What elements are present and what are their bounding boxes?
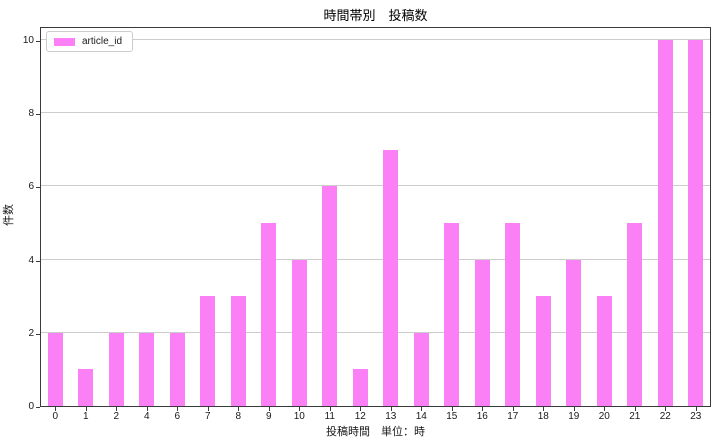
x-tick-mark-7 <box>207 407 209 411</box>
legend-swatch-icon <box>54 37 75 46</box>
y-tick-label-6: 6 <box>28 181 34 193</box>
x-tick-label-7: 7 <box>204 411 211 422</box>
x-tick-label-11: 11 <box>324 411 335 422</box>
legend-label: article_id <box>82 36 123 47</box>
y-tick-mark-0 <box>36 407 40 408</box>
gridline-y6 <box>41 185 710 187</box>
bar-hour-2 <box>108 332 124 406</box>
x-tick-label-10: 10 <box>293 411 305 422</box>
x-tick-label-20: 20 <box>598 411 610 422</box>
x-tick-label-13: 13 <box>385 411 397 422</box>
y-tick-mark-6 <box>36 187 40 189</box>
x-tick-mark-20 <box>604 407 606 411</box>
bar-hour-13 <box>383 149 399 406</box>
legend: article_id <box>46 31 134 52</box>
x-tick-mark-9 <box>268 407 270 411</box>
bar-hour-0 <box>47 332 63 406</box>
bar-hour-22 <box>657 40 673 406</box>
bar-hour-10 <box>291 259 307 406</box>
x-tick-label-21: 21 <box>629 411 641 422</box>
x-tick-label-19: 19 <box>568 411 580 422</box>
x-tick-label-14: 14 <box>415 411 427 422</box>
x-tick-mark-1 <box>85 407 87 411</box>
y-tick-mark-4 <box>36 260 40 262</box>
x-tick-mark-2 <box>116 407 118 411</box>
bar-hour-1 <box>78 369 94 406</box>
x-tick-label-0: 0 <box>52 411 59 422</box>
gridline-y4 <box>41 258 710 260</box>
y-tick-label-8: 8 <box>28 108 34 120</box>
gridline-y8 <box>41 112 710 114</box>
bar-hour-15 <box>444 223 460 406</box>
x-tick-mark-16 <box>482 407 484 411</box>
x-tick-label-1: 1 <box>82 411 89 422</box>
x-tick-label-4: 4 <box>143 411 150 422</box>
x-tick-mark-15 <box>451 407 453 411</box>
y-tick-mark-2 <box>36 333 40 335</box>
bar-hour-20 <box>596 296 612 406</box>
x-tick-mark-13 <box>390 407 392 411</box>
plot-area: article_id <box>40 27 711 407</box>
x-tick-label-6: 6 <box>174 411 181 422</box>
bar-hour-21 <box>627 223 643 406</box>
bar-hour-9 <box>261 223 277 406</box>
x-tick-mark-23 <box>695 407 697 411</box>
x-tick-mark-18 <box>543 407 545 411</box>
x-tick-mark-6 <box>177 407 179 411</box>
y-tick-mark-10 <box>36 41 40 42</box>
x-tick-label-17: 17 <box>507 411 519 422</box>
y-tick-label-10: 10 <box>22 35 34 46</box>
bar-hour-14 <box>413 332 429 406</box>
bar-hour-4 <box>139 332 155 406</box>
x-tick-label-9: 9 <box>265 411 272 422</box>
y-tick-label-2: 2 <box>28 327 34 339</box>
x-axis-label: 投稿時間 単位：時 <box>326 426 425 438</box>
gridline-y2 <box>41 331 710 333</box>
x-tick-label-23: 23 <box>690 411 702 422</box>
bar-hour-19 <box>566 259 582 406</box>
y-tick-label-4: 4 <box>28 254 34 266</box>
x-tick-mark-17 <box>512 407 514 411</box>
bar-hour-16 <box>474 259 490 406</box>
bar-hour-23 <box>688 40 704 406</box>
y-tick-label-0: 0 <box>28 401 34 412</box>
y-tick-mark-8 <box>36 114 40 116</box>
x-tick-mark-21 <box>634 407 636 411</box>
x-tick-mark-4 <box>146 407 148 411</box>
x-tick-mark-8 <box>238 407 240 411</box>
x-tick-label-16: 16 <box>476 411 488 422</box>
bar-hour-17 <box>505 223 521 406</box>
x-tick-label-12: 12 <box>354 411 366 422</box>
bar-hour-7 <box>200 296 216 406</box>
x-tick-mark-22 <box>665 407 667 411</box>
bar-hour-18 <box>535 296 551 406</box>
x-tick-label-8: 8 <box>235 411 242 422</box>
x-tick-mark-14 <box>421 407 423 411</box>
x-tick-label-15: 15 <box>446 411 458 422</box>
x-tick-mark-10 <box>299 407 301 411</box>
bar-hour-11 <box>322 186 338 406</box>
x-tick-mark-19 <box>573 407 575 411</box>
x-tick-label-18: 18 <box>537 411 549 422</box>
bar-hour-6 <box>169 332 185 406</box>
bar-hour-12 <box>352 369 368 406</box>
x-tick-label-2: 2 <box>113 411 120 422</box>
x-tick-mark-11 <box>329 407 331 411</box>
x-tick-label-22: 22 <box>659 411 671 422</box>
gridline-y10 <box>41 39 710 40</box>
chart-title: 時間帯別 投稿数 <box>323 8 428 23</box>
x-tick-mark-0 <box>55 407 57 411</box>
x-tick-mark-12 <box>360 407 362 411</box>
bar-hour-8 <box>230 296 246 406</box>
